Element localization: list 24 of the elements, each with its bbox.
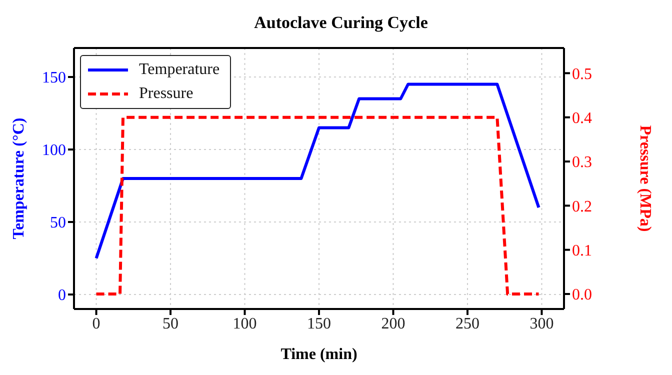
- line-series: [94, 82, 540, 260]
- x-tick-label: 50: [162, 315, 179, 332]
- chart-title: Autoclave Curing Cycle: [253, 12, 429, 34]
- y-tick-label: 50: [50, 214, 66, 232]
- y2-tick-label: 0.3: [572, 154, 592, 172]
- legend-label: Pressure: [139, 84, 194, 104]
- y2-axis-title: Pressure (MPa): [636, 125, 654, 232]
- y2-tick-label: 0.2: [572, 198, 592, 216]
- x-tick-label: 150: [307, 315, 331, 332]
- x-tick-label: 0: [92, 315, 100, 332]
- y-axis-title: Temperature (°C): [10, 118, 28, 240]
- legend-label: Temperature: [139, 60, 220, 80]
- y-tick-label: 150: [42, 70, 66, 87]
- x-tick-label: 100: [232, 315, 257, 332]
- x-tick-label: 250: [455, 315, 480, 332]
- x-axis-title: Time (min): [280, 346, 358, 363]
- y2-tick-label: 0.4: [572, 110, 592, 128]
- y2-tick-label: 0.5: [572, 66, 592, 83]
- y-tick-label: 0: [58, 287, 66, 304]
- y-tick-label: 100: [42, 142, 66, 160]
- y2-tick-label: 0.0: [572, 286, 592, 304]
- y2-tick-label: 0.1: [572, 242, 592, 260]
- x-tick-label: 200: [381, 315, 406, 332]
- x-tick-label: 300: [530, 315, 554, 332]
